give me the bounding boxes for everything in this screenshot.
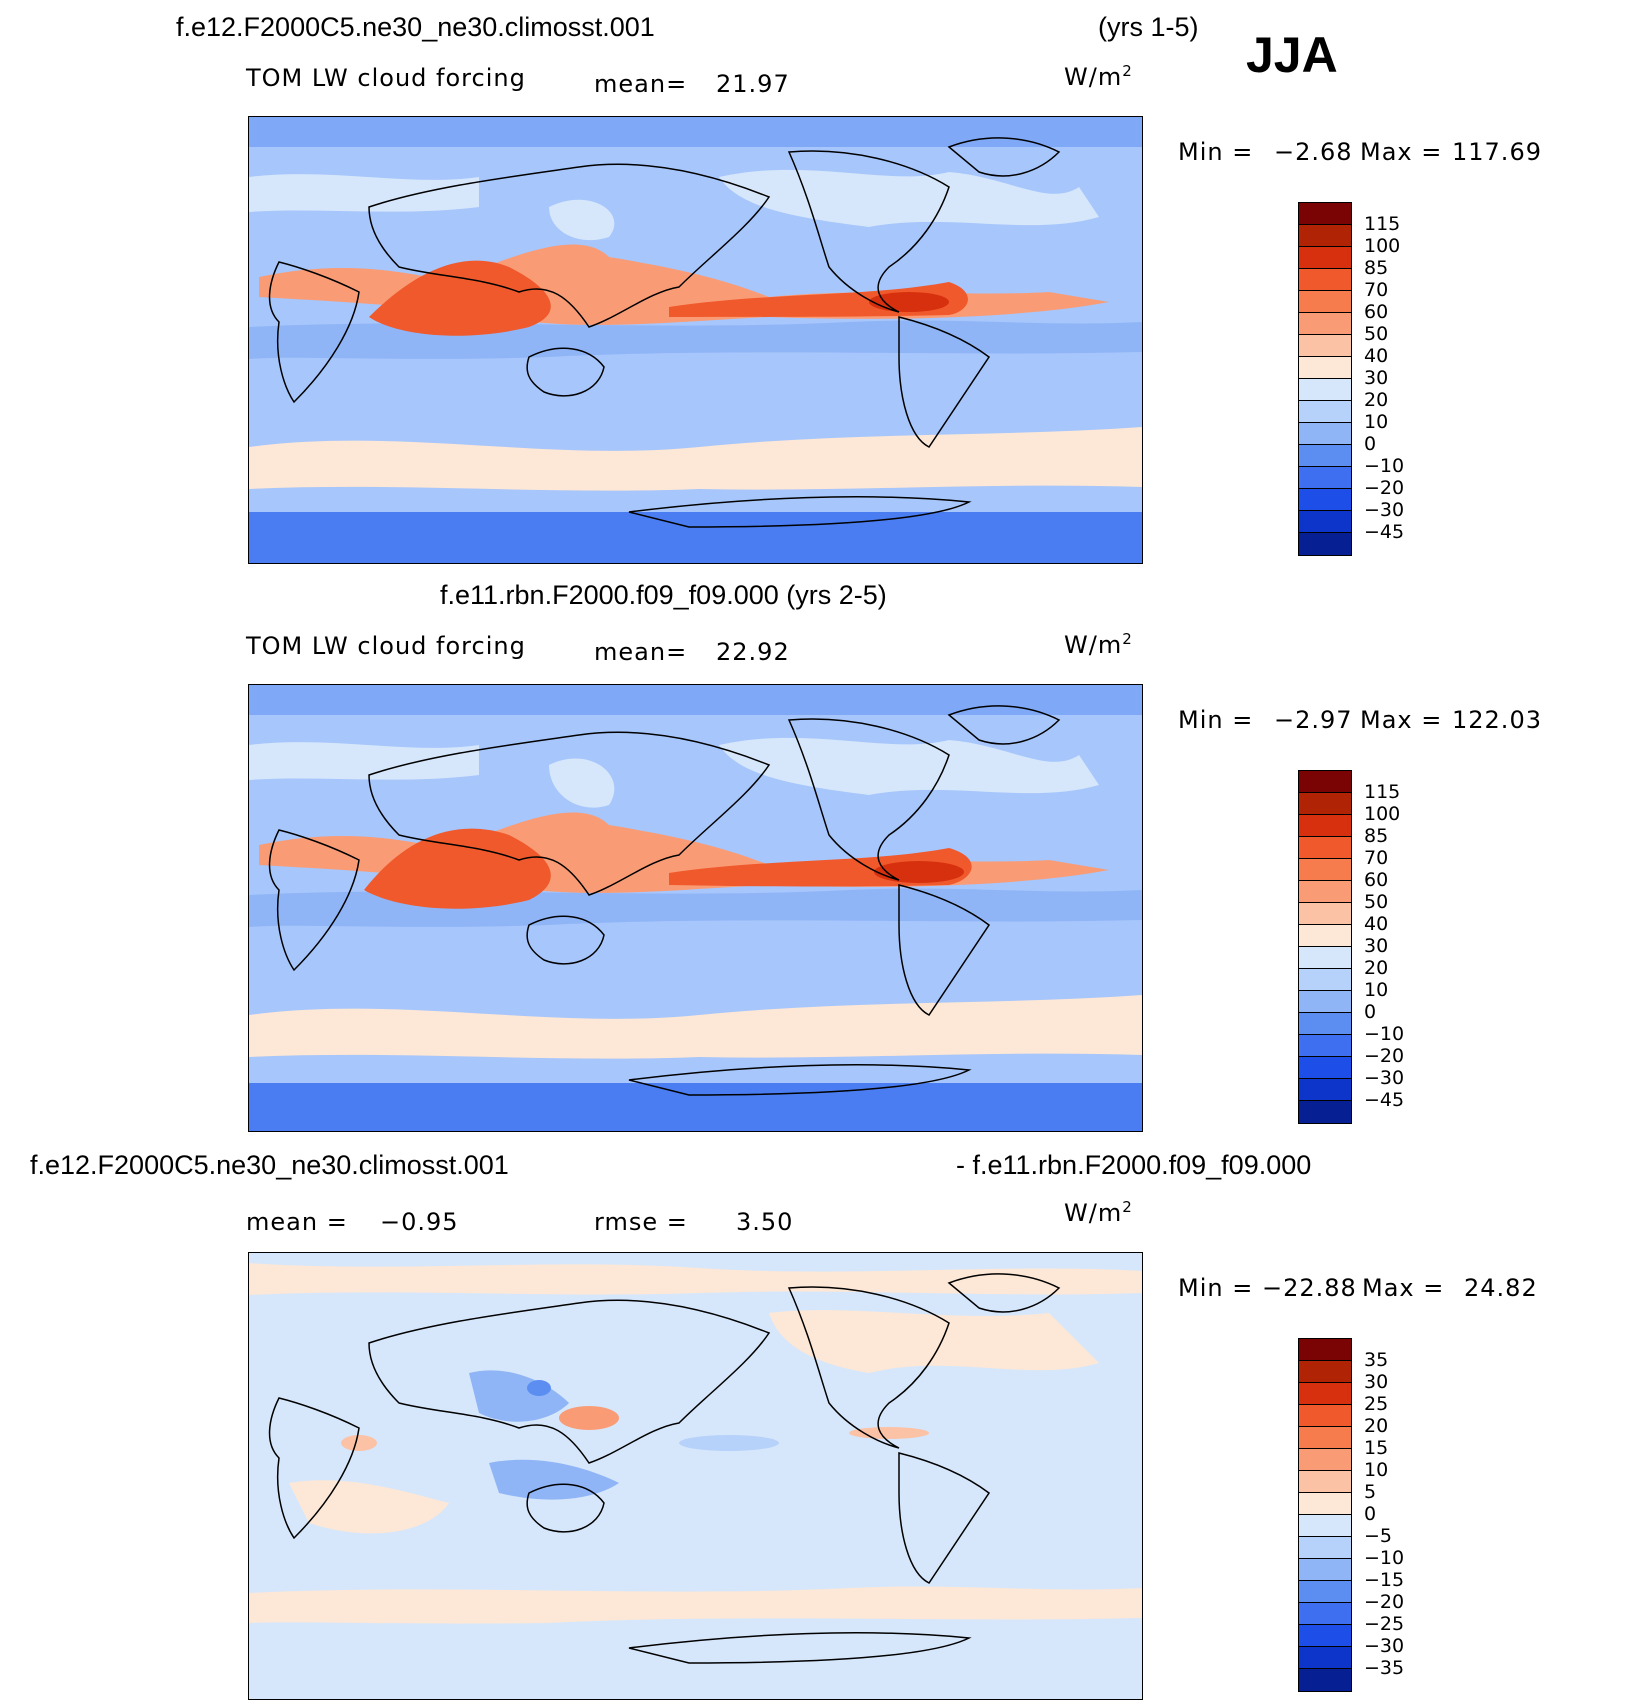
panel3-tick: −20 — [1364, 1591, 1405, 1613]
panel1-tick: −45 — [1364, 521, 1405, 543]
panel1-max-value: 117.69 — [1452, 138, 1542, 166]
panel2-tick: 10 — [1364, 979, 1389, 1001]
panel3-tick: 15 — [1364, 1437, 1389, 1459]
panel1-variable: TOM LW cloud forcing — [246, 64, 526, 92]
panel3-tick: 5 — [1364, 1481, 1377, 1503]
panel3-tick: 25 — [1364, 1393, 1389, 1415]
panel1-years: (yrs 1-5) — [1098, 12, 1199, 42]
panel3-tick: 0 — [1364, 1503, 1377, 1525]
panel3-min-label: Min = — [1178, 1274, 1254, 1302]
panel1-map — [248, 116, 1143, 564]
panel3-case-b: - f.e11.rbn.F2000.f09_f09.000 — [956, 1150, 1312, 1180]
panel1-max-label: Max = — [1360, 138, 1443, 166]
panel2-tick: 40 — [1364, 913, 1389, 935]
panel2-colorbar — [1298, 770, 1352, 1124]
panel1-tick: 70 — [1364, 279, 1389, 301]
panel3-map — [248, 1252, 1143, 1700]
panel3-tick: −10 — [1364, 1547, 1405, 1569]
panel1-tick: 20 — [1364, 389, 1389, 411]
panel2-tick: 100 — [1364, 803, 1401, 825]
panel2-map — [248, 684, 1143, 1132]
panel3-tick: 30 — [1364, 1371, 1389, 1393]
panel1-min-label: Min = — [1178, 138, 1254, 166]
panel2-tick: 50 — [1364, 891, 1389, 913]
panel3-tick: 10 — [1364, 1459, 1389, 1481]
panel3-units: W/m2 — [1064, 1198, 1133, 1227]
panel1-tick: 85 — [1364, 257, 1389, 279]
panel3-max-value: 24.82 — [1464, 1274, 1538, 1302]
panel1-units: W/m2 — [1064, 62, 1133, 91]
panel3-tick: −5 — [1364, 1525, 1393, 1547]
panel3-rmse-value: 3.50 — [736, 1208, 794, 1236]
panel2-min-label: Min = — [1178, 706, 1254, 734]
panel2-tick: −30 — [1364, 1067, 1405, 1089]
panel1-tick: −20 — [1364, 477, 1405, 499]
panel3-mean-label: mean = — [246, 1208, 348, 1236]
panel1-tick: −10 — [1364, 455, 1405, 477]
panel3-case-a: f.e12.F2000C5.ne30_ne30.climosst.001 — [30, 1150, 509, 1180]
panel2-tick: 70 — [1364, 847, 1389, 869]
panel1-tick: 40 — [1364, 345, 1389, 367]
panel2-units: W/m2 — [1064, 630, 1133, 659]
panel2-max-label: Max = — [1360, 706, 1443, 734]
panel2-min-value: −2.97 — [1274, 706, 1353, 734]
panel3-tick: −15 — [1364, 1569, 1405, 1591]
panel2-tick: 85 — [1364, 825, 1389, 847]
panel2-tick: 115 — [1364, 781, 1401, 803]
panel2-variable: TOM LW cloud forcing — [246, 632, 526, 660]
panel2-tick: −45 — [1364, 1089, 1405, 1111]
panel3-coastlines — [268, 1273, 1061, 1664]
panel3-colorbar — [1298, 1338, 1352, 1692]
panel1-tick: 100 — [1364, 235, 1401, 257]
panel1-tick: 10 — [1364, 411, 1389, 433]
panel3-mean-value: −0.95 — [380, 1208, 459, 1236]
panel2-title: f.e11.rbn.F2000.f09_f09.000 (yrs 2-5) — [440, 580, 887, 610]
panel1-tick: 115 — [1364, 213, 1401, 235]
panel1-tick: −30 — [1364, 499, 1405, 521]
panel3-tick: 20 — [1364, 1415, 1389, 1437]
panel2-coastlines — [268, 705, 1061, 1096]
panel1-mean-value: 21.97 — [716, 70, 790, 98]
panel1-colorbar — [1298, 202, 1352, 556]
panel2-tick: 20 — [1364, 957, 1389, 979]
panel1-coastlines — [268, 137, 1061, 528]
panel3-tick: −30 — [1364, 1635, 1405, 1657]
panel1-tick: 50 — [1364, 323, 1389, 345]
panel2-tick: −20 — [1364, 1045, 1405, 1067]
panel1-case-title: f.e12.F2000C5.ne30_ne30.climosst.001 — [176, 12, 655, 42]
panel3-min-value: −22.88 — [1262, 1274, 1357, 1302]
panel1-tick: 0 — [1364, 433, 1377, 455]
panel3-max-label: Max = — [1362, 1274, 1445, 1302]
panel1-tick: 60 — [1364, 301, 1389, 323]
panel3-tick: −25 — [1364, 1613, 1405, 1635]
panel2-mean-value: 22.92 — [716, 638, 790, 666]
panel2-mean-label: mean= — [594, 638, 688, 666]
panel2-max-value: 122.03 — [1452, 706, 1542, 734]
panel2-tick: 0 — [1364, 1001, 1377, 1023]
panel3-tick: −35 — [1364, 1657, 1405, 1679]
panel1-tick: 30 — [1364, 367, 1389, 389]
panel2-tick: −10 — [1364, 1023, 1405, 1045]
panel3-rmse-label: rmse = — [594, 1208, 688, 1236]
panel2-tick: 60 — [1364, 869, 1389, 891]
panel1-min-value: −2.68 — [1274, 138, 1353, 166]
season-label: JJA — [1246, 27, 1338, 83]
panel1-mean-label: mean= — [594, 70, 688, 98]
panel3-tick: 35 — [1364, 1349, 1389, 1371]
panel2-tick: 30 — [1364, 935, 1389, 957]
